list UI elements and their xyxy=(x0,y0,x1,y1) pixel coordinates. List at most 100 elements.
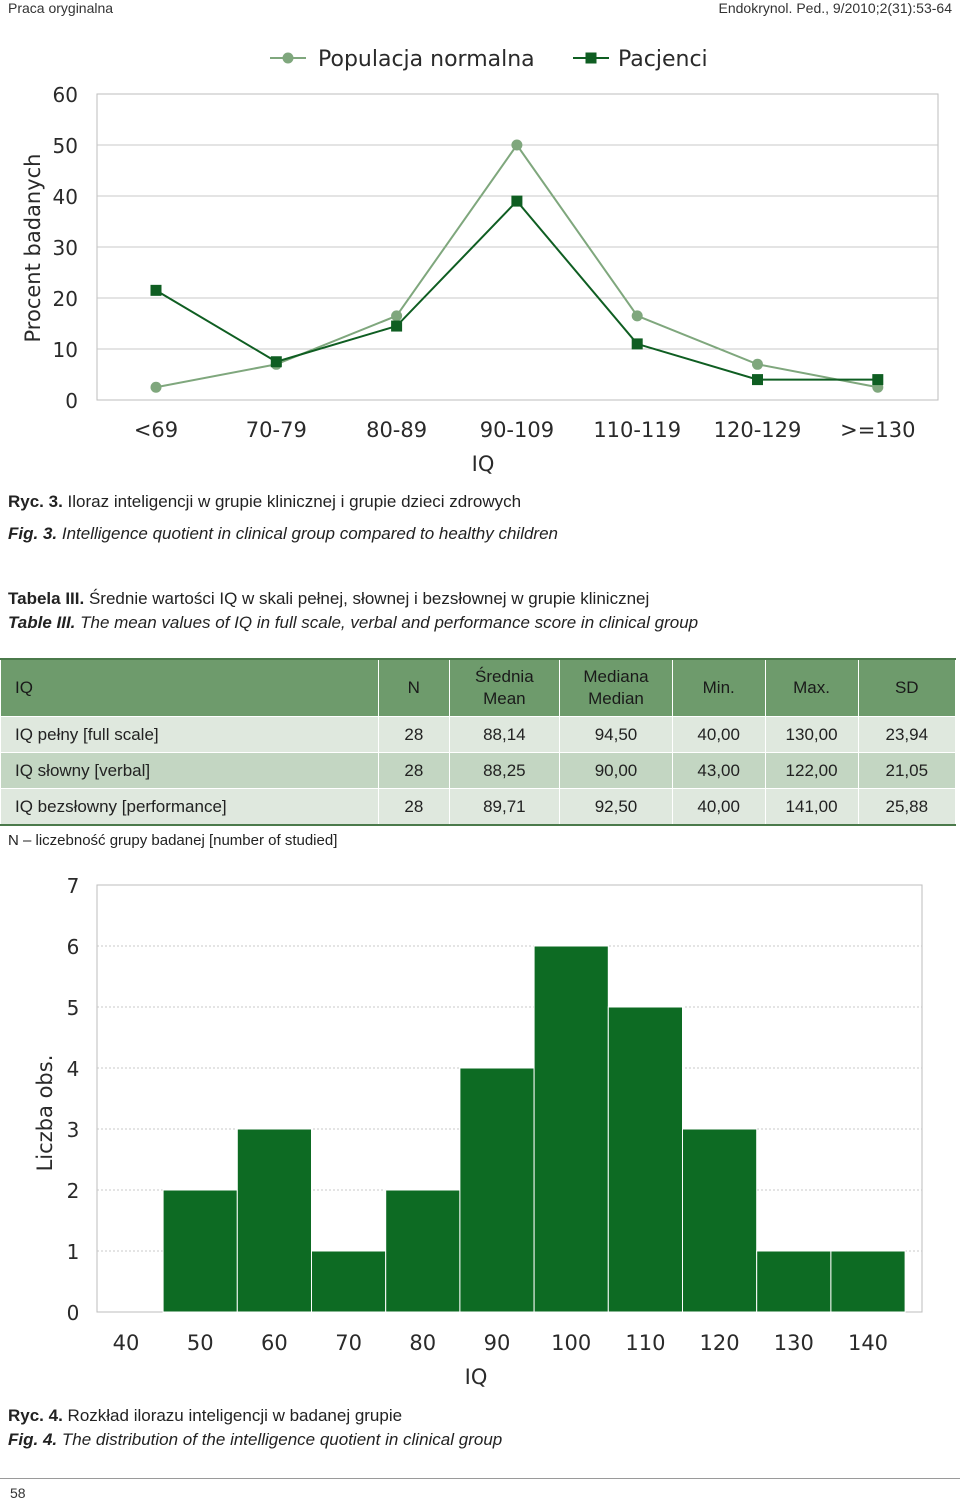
table3-note: N – liczebność grupy badanej [number of … xyxy=(8,832,338,849)
data-point xyxy=(150,284,162,296)
cell-median: 90,00 xyxy=(559,752,673,789)
figure3-text-pl: Iloraz inteligencji w grupie klinicznej … xyxy=(67,492,522,511)
x-axis-title: IQ xyxy=(465,1365,488,1389)
histogram-bar xyxy=(385,1189,461,1313)
histogram-bar xyxy=(162,1189,238,1313)
y-tick-label: 50 xyxy=(53,134,78,158)
figure4-text-en: The distribution of the intelligence quo… xyxy=(61,1430,503,1449)
cell-mean: 89,71 xyxy=(448,788,561,826)
iq-distribution-histogram: 0 1 2 3 4 5 6 7 40 50 60 70 80 90 100 110 120 130 140 IQ Lic… xyxy=(33,874,923,1389)
legend-label: Populacja normalna xyxy=(318,47,535,72)
figure3-caption-pl: Ryc. 3. Iloraz inteligencji w grupie kli… xyxy=(8,490,521,514)
row-label: IQ bezsłowny [performance] xyxy=(0,788,380,826)
table3-label-pl: Tabela III. xyxy=(8,589,85,608)
cell-median: 94,50 xyxy=(559,716,673,753)
y-axis-title: Procent badanych xyxy=(21,154,45,343)
cell-min: 40,00 xyxy=(671,788,766,826)
table-row: IQ słowny [verbal] 28 88,25 90,00 43,00 … xyxy=(0,752,957,789)
iq-statistics-table: IQ N Średnia Mean Mediana Median Min. Ma… xyxy=(0,658,957,826)
x-tick-label: 130 xyxy=(774,1331,814,1355)
y-tick-label: 10 xyxy=(53,338,78,362)
histogram-bar xyxy=(236,1128,312,1313)
cell-max: 122,00 xyxy=(764,752,859,789)
figure4-caption-en: Fig. 4. The distribution of the intellig… xyxy=(8,1428,502,1452)
x-tick-label: >=130 xyxy=(840,418,915,442)
col-mean-pl: Średnia xyxy=(475,667,534,686)
y-tick-label: 60 xyxy=(53,83,78,107)
cell-min: 40,00 xyxy=(671,716,766,753)
running-header-left: Praca oryginalna xyxy=(8,0,114,16)
x-tick-label: 140 xyxy=(848,1331,888,1355)
footer-divider xyxy=(0,1478,960,1479)
x-tick-label: 110 xyxy=(625,1331,665,1355)
data-point xyxy=(631,338,643,350)
iq-comparison-line-chart: 0 10 20 30 40 50 60 <69 70-79 80-89 90-109 110-119 1… xyxy=(21,47,939,476)
table3-title-pl: Tabela III. Średnie wartości IQ w skali … xyxy=(8,587,649,611)
cell-mean: 88,25 xyxy=(448,752,561,789)
col-mean: Średnia Mean xyxy=(448,658,561,717)
histogram-bar xyxy=(756,1250,832,1313)
cell-n: 28 xyxy=(378,752,450,789)
col-iq: IQ xyxy=(0,658,380,717)
histogram-bar xyxy=(459,1067,535,1313)
y-tick-label: 5 xyxy=(67,996,80,1020)
cell-sd: 21,05 xyxy=(857,752,957,789)
y-axis-title: Liczba obs. xyxy=(33,1055,57,1172)
page-number: 58 xyxy=(10,1485,26,1501)
row-label: IQ słowny [verbal] xyxy=(0,752,380,789)
col-median-en: Median xyxy=(588,689,644,708)
table-header-row: IQ N Średnia Mean Mediana Median Min. Ma… xyxy=(0,658,957,717)
figure4-label-pl: Ryc. 4. xyxy=(8,1406,63,1425)
col-median-pl: Mediana xyxy=(583,667,649,686)
figure4-label-en: Fig. 4. xyxy=(8,1430,58,1449)
cell-max: 130,00 xyxy=(764,716,859,753)
row-label: IQ pełny [full scale] xyxy=(0,716,380,753)
x-tick-label: 50 xyxy=(187,1331,214,1355)
data-point xyxy=(150,381,162,393)
x-tick-label: 90-109 xyxy=(480,418,554,442)
data-point xyxy=(391,310,403,322)
y-tick-label: 3 xyxy=(67,1118,80,1142)
y-tick-label: 0 xyxy=(67,1301,80,1325)
y-tick-label: 40 xyxy=(53,185,78,209)
col-max: Max. xyxy=(764,658,859,717)
x-tick-label: 90 xyxy=(484,1331,511,1355)
data-point xyxy=(511,139,523,151)
x-tick-label: 100 xyxy=(551,1331,591,1355)
cell-sd: 25,88 xyxy=(857,788,957,826)
table-row: IQ bezsłowny [performance] 28 89,71 92,5… xyxy=(0,788,957,826)
x-tick-label: 110-119 xyxy=(593,418,681,442)
x-tick-label: 60 xyxy=(261,1331,288,1355)
y-tick-label: 6 xyxy=(67,935,80,959)
legend-label: Pacjenci xyxy=(618,47,708,72)
col-mean-en: Mean xyxy=(483,689,526,708)
y-tick-label: 30 xyxy=(53,236,78,260)
table-row: IQ pełny [full scale] 28 88,14 94,50 40,… xyxy=(0,716,957,753)
table3-title-en: Table III. The mean values of IQ in full… xyxy=(8,611,698,635)
running-header-right: Endokrynol. Ped., 9/2010;2(31):53-64 xyxy=(718,0,953,16)
data-point xyxy=(270,356,282,368)
data-point xyxy=(391,320,403,332)
x-tick-label: 80-89 xyxy=(366,418,427,442)
figure3-label-pl: Ryc. 3. xyxy=(8,492,63,511)
legend-marker xyxy=(585,52,597,64)
cell-n: 28 xyxy=(378,788,450,826)
y-tick-label: 20 xyxy=(53,287,78,311)
y-tick-label: 0 xyxy=(65,389,78,413)
col-sd: SD xyxy=(857,658,957,717)
histogram-bar xyxy=(830,1250,906,1313)
table3-label-en: Table III. xyxy=(8,613,76,632)
x-tick-label: 120 xyxy=(700,1331,740,1355)
x-tick-label: 120-129 xyxy=(714,418,802,442)
figure4-text-pl: Rozkład ilorazu inteligencji w badanej g… xyxy=(67,1406,403,1425)
x-tick-label: 40 xyxy=(113,1331,140,1355)
cell-median: 92,50 xyxy=(559,788,673,826)
x-tick-label: 70 xyxy=(335,1331,362,1355)
y-tick-label: 7 xyxy=(67,874,80,898)
data-point xyxy=(752,358,763,370)
cell-max: 141,00 xyxy=(764,788,859,826)
x-axis-title: IQ xyxy=(472,452,495,476)
data-point xyxy=(752,374,763,386)
x-tick-label: 80 xyxy=(409,1331,436,1355)
figure3-caption-en: Fig. 3. Intelligence quotient in clinica… xyxy=(8,522,558,546)
